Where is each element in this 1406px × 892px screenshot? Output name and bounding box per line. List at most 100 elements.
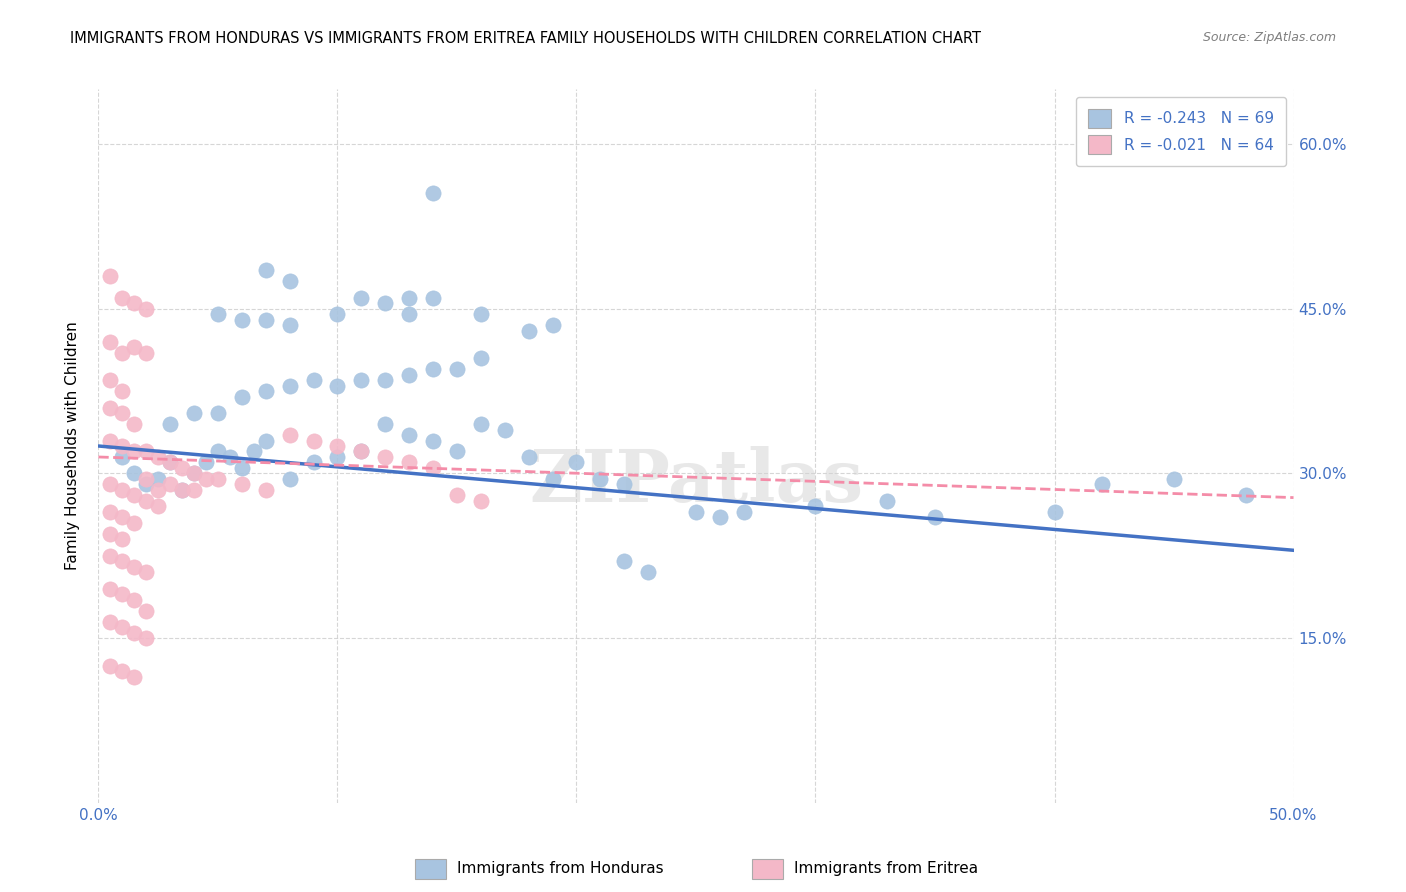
- Point: [207, 472, 229, 486]
- Point: [111, 510, 134, 524]
- Text: ZIPatlas: ZIPatlas: [529, 446, 863, 517]
- Point: [302, 455, 325, 469]
- Point: [541, 472, 564, 486]
- Point: [183, 406, 205, 420]
- Point: [135, 345, 157, 359]
- Point: [278, 378, 301, 392]
- Point: [111, 664, 134, 678]
- Point: [111, 533, 134, 547]
- Point: [446, 488, 468, 502]
- Point: [422, 434, 444, 448]
- Point: [135, 477, 157, 491]
- Point: [183, 467, 205, 481]
- Point: [565, 455, 588, 469]
- Point: [111, 450, 134, 464]
- Point: [124, 625, 146, 640]
- Point: [1234, 488, 1257, 502]
- Point: [470, 494, 492, 508]
- Point: [541, 318, 564, 333]
- Point: [231, 390, 253, 404]
- Point: [422, 186, 444, 201]
- Point: [124, 417, 146, 431]
- Point: [135, 444, 157, 458]
- Point: [111, 483, 134, 497]
- Point: [446, 444, 468, 458]
- Point: [172, 483, 194, 497]
- Point: [278, 318, 301, 333]
- Point: [1043, 505, 1066, 519]
- Point: [470, 417, 492, 431]
- Text: Immigrants from Eritrea: Immigrants from Eritrea: [794, 862, 979, 876]
- Point: [350, 373, 373, 387]
- Point: [111, 439, 134, 453]
- Point: [183, 467, 205, 481]
- Point: [589, 472, 612, 486]
- Point: [111, 291, 134, 305]
- Text: Immigrants from Honduras: Immigrants from Honduras: [457, 862, 664, 876]
- Point: [637, 566, 659, 580]
- Point: [243, 444, 266, 458]
- Point: [124, 669, 146, 683]
- Point: [374, 450, 396, 464]
- Point: [350, 444, 373, 458]
- Point: [374, 417, 396, 431]
- Point: [398, 307, 420, 321]
- Point: [148, 450, 170, 464]
- Point: [135, 494, 157, 508]
- Point: [924, 510, 946, 524]
- Point: [709, 510, 731, 524]
- Point: [231, 461, 253, 475]
- Point: [111, 554, 134, 568]
- Point: [148, 500, 170, 514]
- Point: [446, 362, 468, 376]
- Point: [124, 467, 146, 481]
- Point: [98, 477, 122, 491]
- Point: [98, 549, 122, 563]
- Point: [98, 505, 122, 519]
- Point: [219, 450, 242, 464]
- Point: [98, 401, 122, 415]
- Point: [111, 345, 134, 359]
- Point: [326, 439, 349, 453]
- Point: [124, 340, 146, 354]
- Point: [517, 450, 540, 464]
- Point: [159, 455, 181, 469]
- Point: [733, 505, 755, 519]
- Point: [374, 296, 396, 310]
- Point: [254, 434, 277, 448]
- Point: [98, 434, 122, 448]
- Point: [422, 362, 444, 376]
- Point: [254, 384, 277, 398]
- Point: [470, 351, 492, 366]
- Point: [876, 494, 898, 508]
- Point: [302, 434, 325, 448]
- Point: [124, 296, 146, 310]
- Point: [135, 631, 157, 645]
- Point: [148, 483, 170, 497]
- Point: [172, 461, 194, 475]
- Point: [183, 483, 205, 497]
- Point: [194, 455, 218, 469]
- Point: [374, 373, 396, 387]
- Text: IMMIGRANTS FROM HONDURAS VS IMMIGRANTS FROM ERITREA FAMILY HOUSEHOLDS WITH CHILD: IMMIGRANTS FROM HONDURAS VS IMMIGRANTS F…: [70, 31, 981, 46]
- Point: [207, 307, 229, 321]
- Point: [1163, 472, 1185, 486]
- Point: [98, 615, 122, 629]
- Point: [111, 587, 134, 601]
- Point: [398, 368, 420, 382]
- Point: [685, 505, 707, 519]
- Point: [231, 312, 253, 326]
- Point: [148, 472, 170, 486]
- Point: [111, 406, 134, 420]
- Legend: R = -0.243   N = 69, R = -0.021   N = 64: R = -0.243 N = 69, R = -0.021 N = 64: [1076, 97, 1286, 166]
- Point: [207, 406, 229, 420]
- Point: [254, 263, 277, 277]
- Point: [124, 488, 146, 502]
- Point: [98, 373, 122, 387]
- Point: [231, 477, 253, 491]
- Point: [278, 274, 301, 288]
- Point: [135, 301, 157, 316]
- Point: [159, 455, 181, 469]
- Point: [124, 444, 146, 458]
- Point: [398, 291, 420, 305]
